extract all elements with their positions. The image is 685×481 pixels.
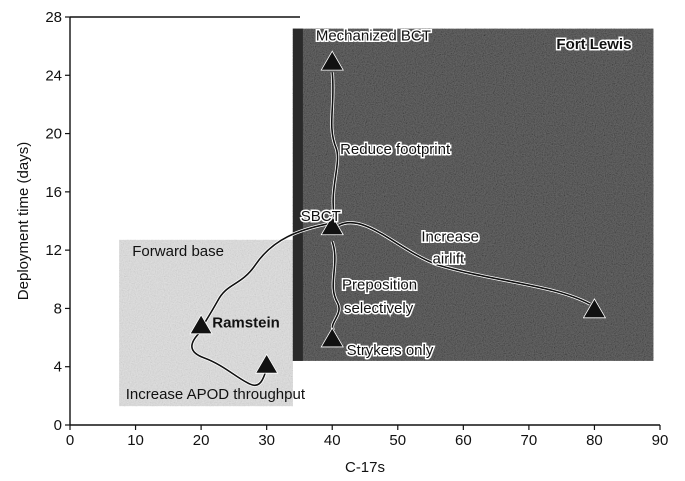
annotation-reduce-footprint: Reduce footprint bbox=[340, 141, 451, 158]
triangle-marker bbox=[582, 298, 607, 319]
annotation-sbct: SBCT bbox=[301, 208, 341, 225]
annotation-airlift: airlift bbox=[433, 250, 466, 267]
forward-base-curve bbox=[203, 223, 328, 325]
x-tick-label: 50 bbox=[389, 432, 406, 449]
annotation-preposition: Preposition bbox=[342, 276, 417, 293]
x-tick-label: 0 bbox=[66, 432, 74, 449]
x-tick-label: 30 bbox=[258, 432, 275, 449]
region-edge-band bbox=[292, 28, 303, 361]
y-tick-label: 20 bbox=[45, 126, 62, 143]
annotation-ramstein: Ramstein bbox=[212, 314, 280, 331]
x-tick-label: 70 bbox=[521, 432, 538, 449]
annotation-selectively: selectively bbox=[344, 300, 414, 317]
x-tick-label: 10 bbox=[127, 432, 144, 449]
x-tick-label: 60 bbox=[455, 432, 472, 449]
y-tick-label: 0 bbox=[54, 417, 62, 434]
annotation-mechanized-bct: Mechanized BCT bbox=[316, 27, 431, 44]
triangle-marker bbox=[189, 314, 213, 335]
axes bbox=[69, 16, 660, 426]
y-tick-label: 24 bbox=[45, 67, 62, 84]
y-tick-label: 8 bbox=[54, 300, 62, 317]
airlift-curve bbox=[338, 221, 591, 305]
y-tick-label: 28 bbox=[45, 9, 62, 26]
apod-curve bbox=[191, 332, 267, 386]
annotation-fort-lewis: Fort Lewis bbox=[556, 36, 631, 53]
triangle-marker bbox=[320, 327, 344, 348]
y-axis-title: Deployment time (days) bbox=[15, 142, 32, 300]
axis-ticks: 0 10 20 30 40 50 60 70 80 90 0 4 8 12 16 20 24 28 bbox=[45, 9, 668, 449]
triangle-marker bbox=[254, 353, 279, 374]
preposition-brace bbox=[331, 241, 340, 331]
triangle-marker bbox=[320, 50, 344, 71]
x-axis-title: C-17s bbox=[345, 459, 385, 476]
annotation-strykers-only: Strykers only bbox=[347, 342, 434, 359]
annotation-increase-apod-throughput: Increase APOD throughput bbox=[126, 386, 306, 403]
annotation-curves bbox=[190, 72, 591, 387]
x-tick-label: 40 bbox=[324, 432, 341, 449]
y-tick-label: 12 bbox=[45, 242, 62, 259]
x-tick-label: 20 bbox=[193, 432, 210, 449]
annotation-forward-base: Forward base bbox=[132, 243, 224, 260]
x-tick-label: 90 bbox=[652, 432, 669, 449]
triangle-marker bbox=[320, 215, 344, 236]
y-tick-label: 4 bbox=[54, 359, 62, 376]
data-points bbox=[189, 50, 607, 374]
annotation-increase: Increase bbox=[421, 228, 479, 245]
reduce-footprint-brace bbox=[330, 72, 339, 216]
x-tick-label: 80 bbox=[586, 432, 603, 449]
y-tick-label: 16 bbox=[45, 184, 62, 201]
